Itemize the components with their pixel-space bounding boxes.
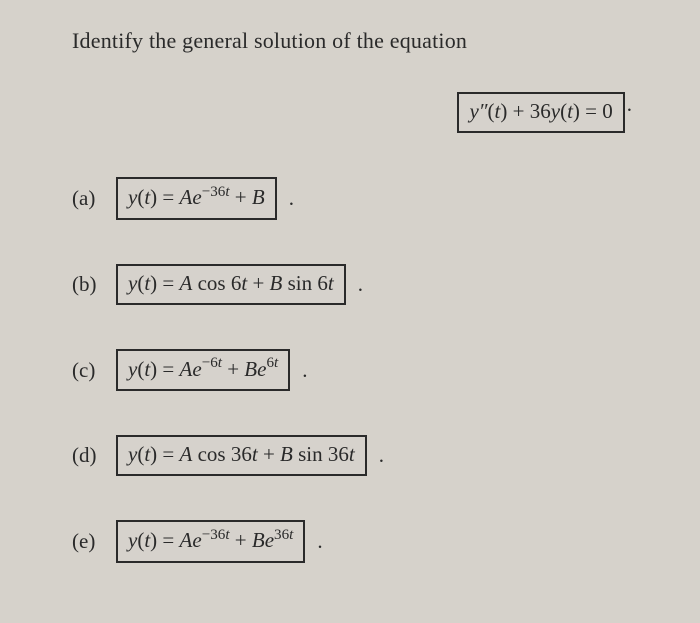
option-period: .: [289, 186, 294, 211]
option-label: (a): [72, 186, 106, 211]
option-label: (e): [72, 529, 106, 554]
question-prompt: Identify the general solution of the equ…: [72, 28, 640, 54]
option-b[interactable]: (b) y(t) = A cos 6t + B sin 6t .: [72, 264, 640, 305]
option-a[interactable]: (a) y(t) = Ae−36t + B .: [72, 177, 640, 219]
main-equation: y″(t) + 36y(t) = 0: [457, 92, 624, 133]
equation-row: y″(t) + 36y(t) = 0 .: [72, 92, 640, 133]
option-period: .: [358, 272, 363, 297]
equation-period: .: [627, 92, 632, 133]
option-label: (c): [72, 358, 106, 383]
option-expression: y(t) = Ae−6t + Be6t: [116, 349, 290, 391]
option-c[interactable]: (c) y(t) = Ae−6t + Be6t .: [72, 349, 640, 391]
option-label: (d): [72, 443, 106, 468]
option-expression: y(t) = Ae−36t + Be36t: [116, 520, 305, 562]
option-e[interactable]: (e) y(t) = Ae−36t + Be36t .: [72, 520, 640, 562]
option-d[interactable]: (d) y(t) = A cos 36t + B sin 36t .: [72, 435, 640, 476]
option-period: .: [317, 529, 322, 554]
option-expression: y(t) = A cos 36t + B sin 36t: [116, 435, 367, 476]
option-period: .: [379, 443, 384, 468]
option-expression: y(t) = Ae−36t + B: [116, 177, 277, 219]
option-period: .: [302, 358, 307, 383]
option-expression: y(t) = A cos 6t + B sin 6t: [116, 264, 346, 305]
option-label: (b): [72, 272, 106, 297]
